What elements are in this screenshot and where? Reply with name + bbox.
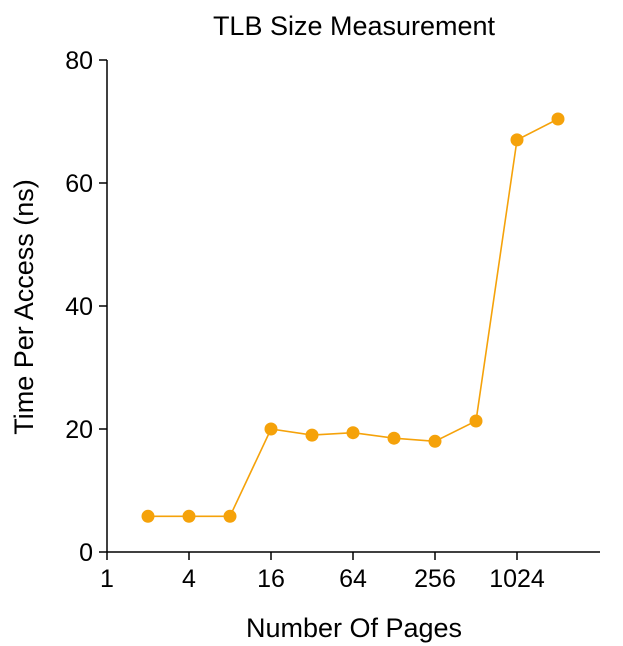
y-axis-label: Time Per Access (ns) xyxy=(9,179,39,435)
x-tick-label: 256 xyxy=(414,565,456,593)
y-tick-label: 80 xyxy=(65,47,93,75)
series-layer xyxy=(141,112,565,523)
data-point xyxy=(264,422,278,436)
data-point xyxy=(510,133,524,147)
x-tick-label: 1 xyxy=(100,565,114,593)
data-point xyxy=(428,434,442,448)
x-tick-label: 1024 xyxy=(489,565,545,593)
data-point xyxy=(223,509,237,523)
x-axis-label: Number Of Pages xyxy=(246,613,462,643)
data-point xyxy=(346,426,360,440)
data-point xyxy=(141,509,155,523)
data-point xyxy=(551,112,565,126)
data-point xyxy=(305,428,319,442)
y-tick-label: 60 xyxy=(65,170,93,198)
chart-title: TLB Size Measurement xyxy=(213,11,496,41)
y-tick-label: 0 xyxy=(79,539,93,567)
data-point xyxy=(182,509,196,523)
data-point xyxy=(469,414,483,428)
x-ticks: 1 4 16 64 256 1024 xyxy=(100,552,545,593)
series-line xyxy=(148,118,559,518)
y-tick-label: 20 xyxy=(65,416,93,444)
x-tick-label: 4 xyxy=(182,565,196,593)
x-tick-label: 64 xyxy=(339,565,367,593)
y-ticks: 0 20 40 60 80 xyxy=(65,47,107,567)
data-point xyxy=(387,431,401,445)
x-tick-label: 16 xyxy=(257,565,285,593)
y-tick-label: 40 xyxy=(65,293,93,321)
